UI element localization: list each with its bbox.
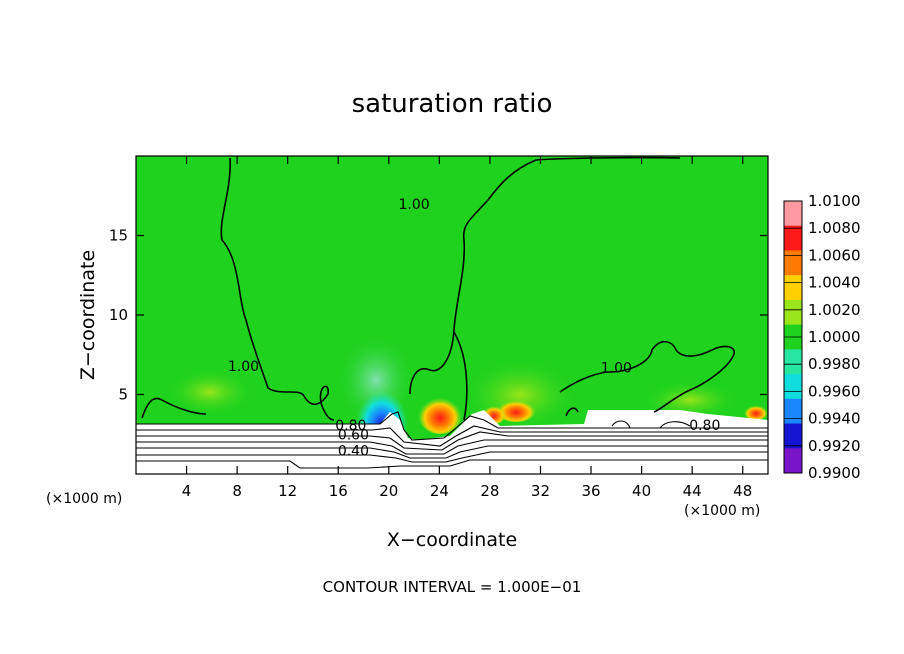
contour-line-a: [136, 411, 768, 441]
x-tick-label-6: 28: [480, 482, 499, 500]
contour-lines-lower: [136, 411, 768, 469]
x-unit-right: (×1000 m): [684, 503, 760, 519]
colorbar-label-7: 0.9960: [808, 382, 861, 400]
plot-area: [136, 156, 768, 474]
contour-label-6: 0.80: [689, 418, 720, 434]
colorbar-swatch-7: [784, 374, 802, 400]
colorbar-label-10: 0.9900: [808, 464, 861, 482]
colorbar-label-6: 0.9980: [808, 355, 861, 373]
colorbar-swatch-4: [784, 299, 802, 326]
x-tick-label-5: 24: [430, 482, 449, 500]
chart-title: saturation ratio: [352, 89, 553, 119]
contour-lines: [141, 156, 735, 421]
y-tick-label-0: 5: [118, 386, 128, 404]
contour-label-1: 1.00: [228, 359, 259, 375]
colorbar-label-5: 1.0000: [808, 328, 861, 346]
contour-1-00-center: [409, 156, 681, 395]
y-tick-label-2: 15: [109, 227, 128, 245]
contour-interval-note: CONTOUR INTERVAL = 1.000E−01: [323, 578, 582, 596]
contour-label-5: 0.40: [338, 443, 369, 459]
contour-1-00-right: [559, 340, 735, 413]
y-axis-label: Z−coordinate: [77, 250, 99, 380]
colorbar-swatch-6: [784, 349, 802, 375]
x-unit-left: (×1000 m): [46, 491, 122, 507]
y-axis: 5 10 15: [109, 227, 768, 404]
colorbar-label-8: 0.9940: [808, 410, 861, 428]
x-tick-label-3: 16: [329, 482, 348, 500]
contour-1-00-small-right: [565, 407, 579, 417]
field-anomaly-red-2: [496, 398, 536, 422]
x-tick-label-2: 12: [278, 482, 297, 500]
colorbar-label-3: 1.0040: [808, 274, 861, 292]
x-tick-label-7: 32: [531, 482, 550, 500]
x-tick-label-1: 8: [232, 482, 242, 500]
field-dry-region: [136, 410, 768, 474]
colorbar-swatch-0: [784, 201, 802, 227]
contour-1-00-left: [220, 157, 335, 421]
colorbar-label-2: 1.0060: [808, 246, 861, 264]
contour-labels: 1.001.00 1.000.800.600.400.80: [228, 197, 721, 459]
contour-line-d: [136, 439, 768, 455]
contour-label-3: 0.80: [335, 418, 366, 434]
x-tick-label-4: 20: [379, 482, 398, 500]
colorbar-swatch-2: [784, 250, 802, 276]
colorbar-label-9: 0.9920: [808, 437, 861, 455]
x-tick-label-0: 4: [182, 482, 192, 500]
colorbar-swatch-1: [784, 225, 802, 251]
contour-label-0: 1.00: [398, 197, 429, 213]
colorbar-swatch-9: [784, 423, 802, 449]
x-axis-label: X−coordinate: [387, 529, 517, 551]
field-anomaly-red-3: [744, 404, 768, 420]
contour-line-g: [136, 459, 768, 469]
field-anomaly-red-1: [418, 394, 462, 434]
contour-1-00-small: [141, 397, 207, 419]
field-anomaly-yellow-2: [165, 367, 255, 417]
colorbar-swatch-3: [784, 275, 802, 301]
x-tick-label-10: 44: [683, 482, 702, 500]
x-tick-label-11: 48: [733, 482, 752, 500]
contour-line-h: [611, 420, 691, 429]
colorbar-label-1: 1.0080: [808, 219, 861, 237]
colorbar: 1.0100 1.0080 1.0060 1.0040 1.0020 1.0000 0.99…: [783, 192, 861, 482]
x-axis: 4 8 12 16 20 24 28 32 36 40 44 48: [182, 156, 752, 500]
colorbar-label-4: 1.0020: [808, 301, 861, 319]
colorbar-swatch-8: [784, 398, 802, 425]
colorbar-swatch-10: [784, 448, 802, 474]
contour-line-c: [136, 431, 768, 451]
y-tick-label-1: 10: [109, 306, 128, 324]
x-tick-label-8: 36: [581, 482, 600, 500]
contour-line-b: [136, 425, 768, 447]
contour-line-e: [136, 445, 768, 459]
contour-line-f: [136, 451, 768, 463]
contour-label-2: 1.00: [601, 361, 632, 377]
x-tick-label-9: 40: [632, 482, 651, 500]
colorbar-label-0: 1.0100: [808, 192, 861, 210]
contour-1-00-center-b: [453, 331, 468, 421]
contour-label-4: 0.60: [338, 427, 369, 443]
